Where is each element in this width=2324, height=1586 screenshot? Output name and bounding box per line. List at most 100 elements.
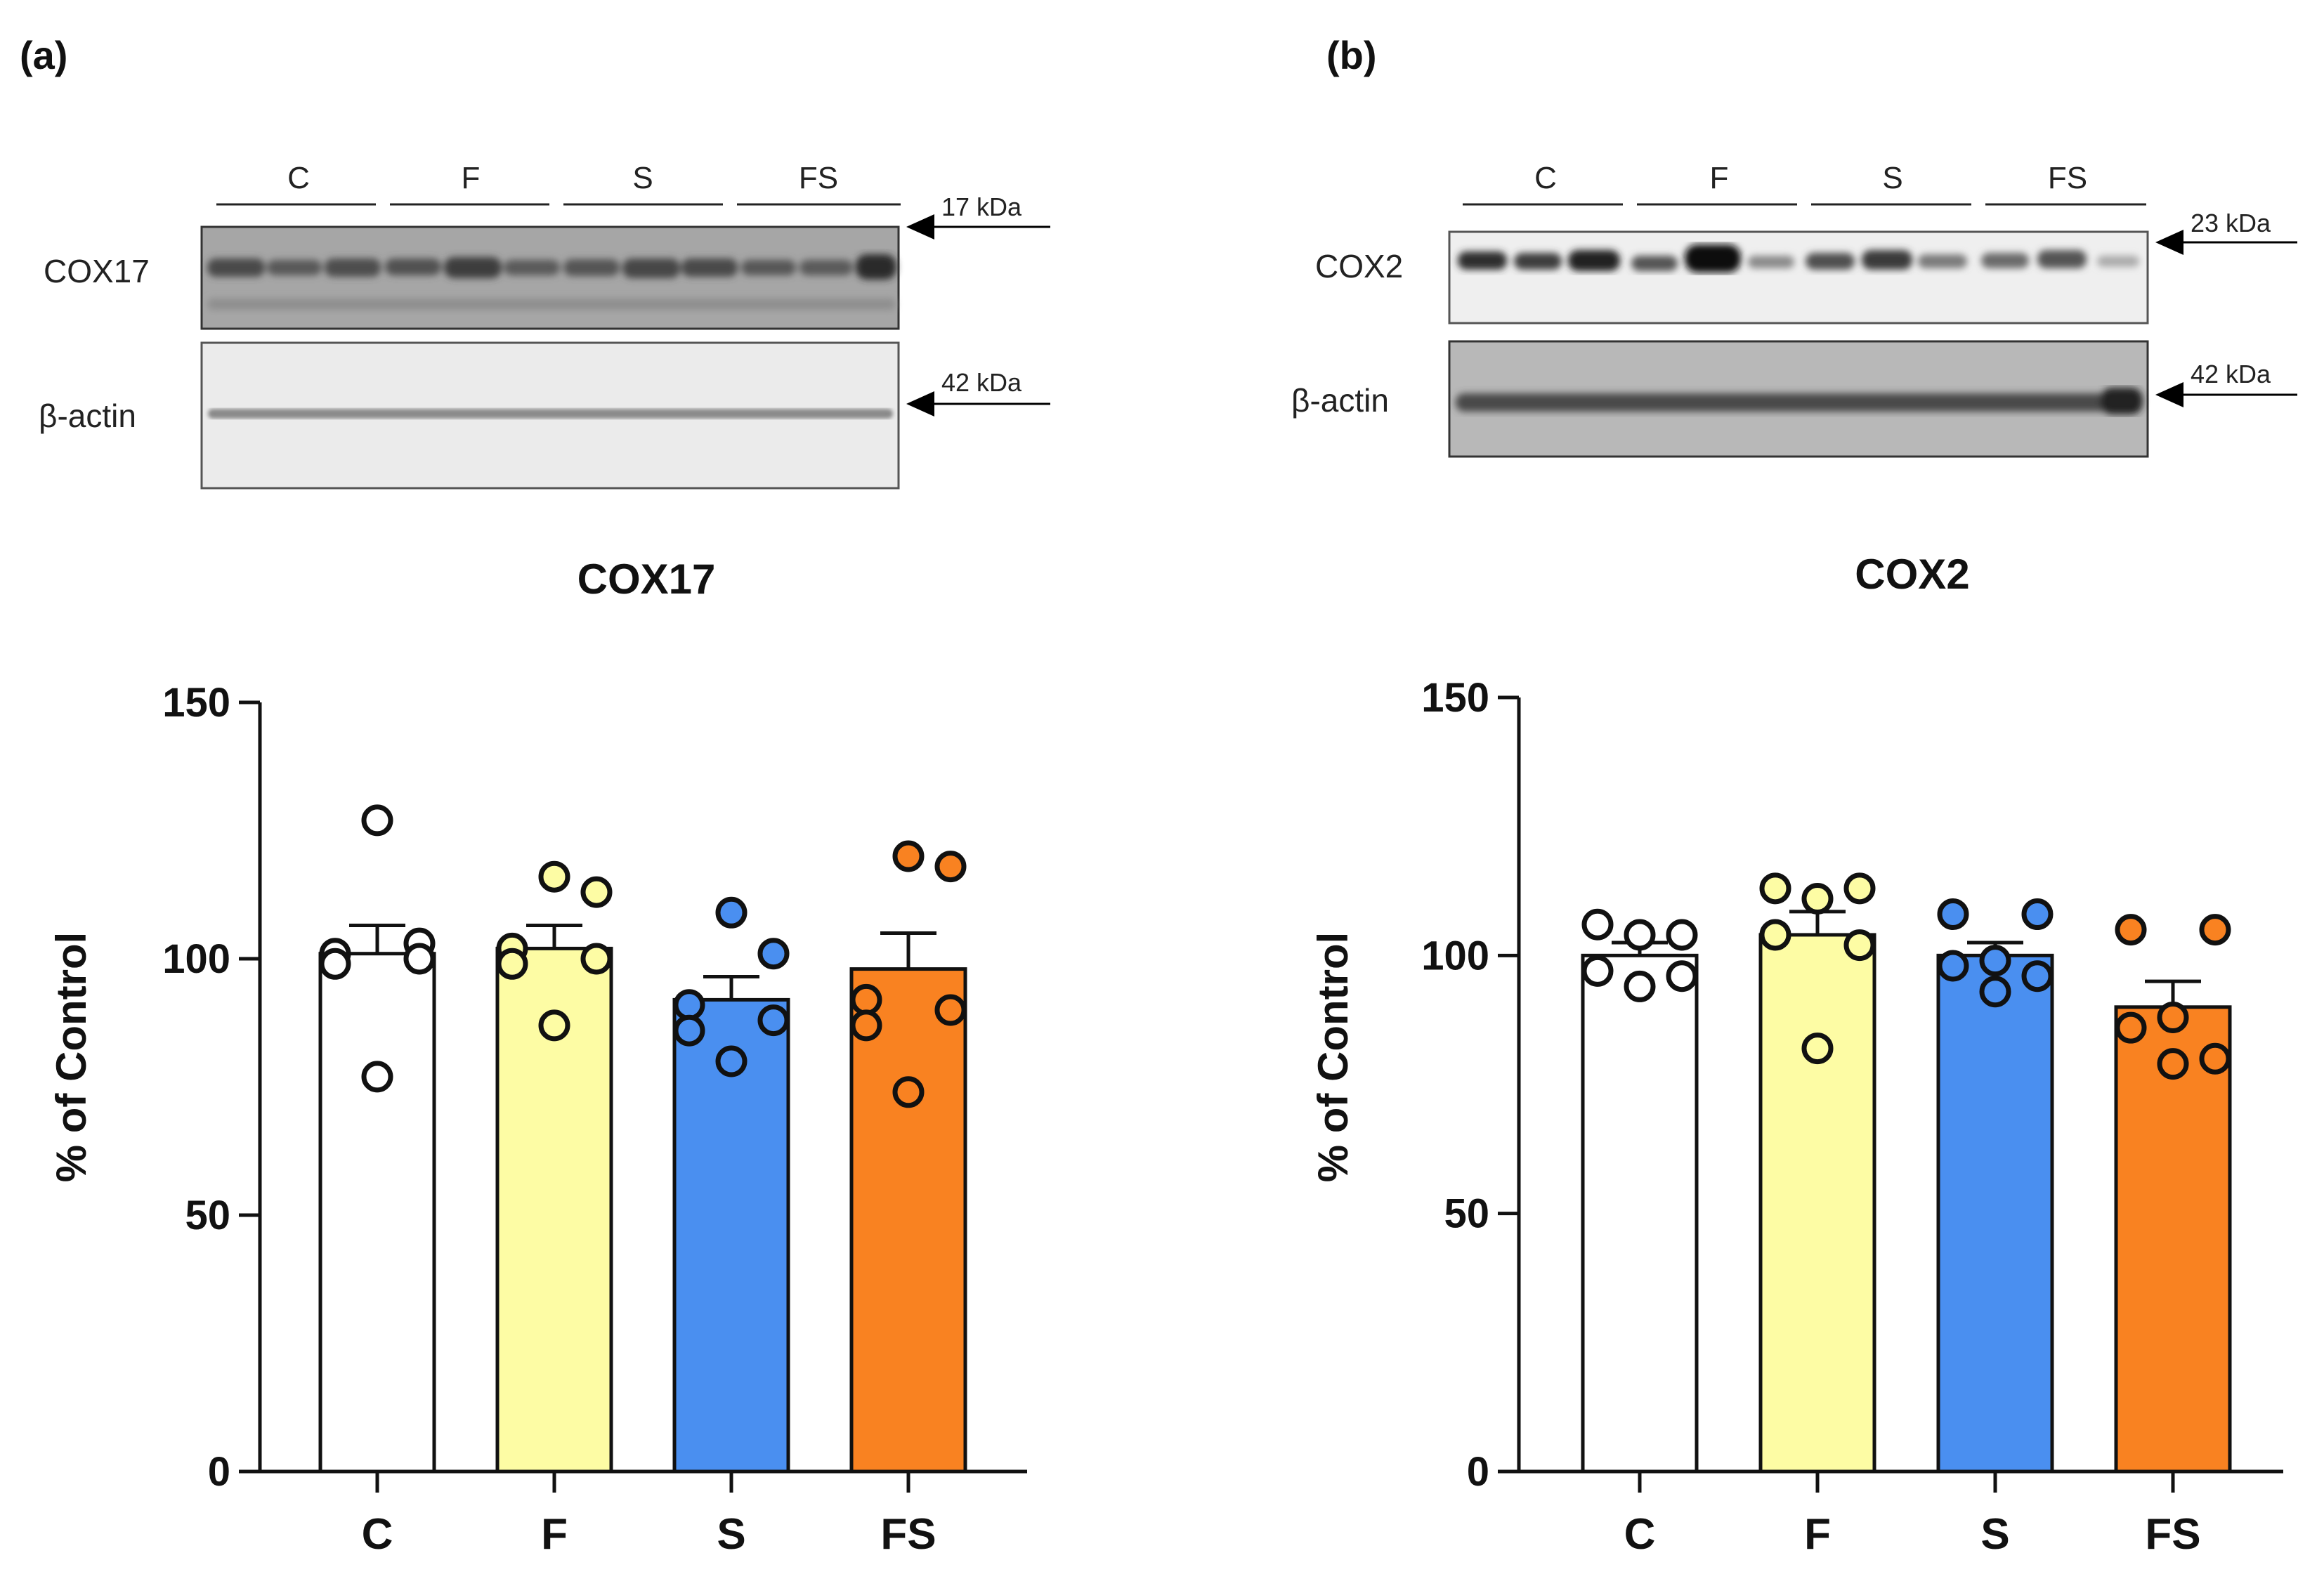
chart-a-point-fs-2: [934, 851, 967, 883]
panel-a-label: (a): [20, 33, 67, 77]
chart-b-point-fs-3: [2157, 1001, 2189, 1033]
blot-b-kda-actin: 42 kDa: [2191, 360, 2271, 388]
blot-b-bands-actin: [1456, 388, 2143, 414]
chart-b-ylabel: % of Control: [1310, 932, 1357, 1183]
chart-b-xtick-label-s: S: [1980, 1510, 2009, 1559]
chart-b-bar-f: [1758, 933, 1876, 1474]
chart-b-ytick-label-100: 100: [1421, 933, 1489, 978]
chart-b-bar-c: [1581, 953, 1699, 1474]
chart-b-xtick-label-f: F: [1804, 1510, 1831, 1559]
chart-a-point-c-6: [361, 1061, 393, 1093]
chart-b-point-c-1: [1581, 908, 1614, 941]
chart-b-point-f-5: [1843, 929, 1876, 962]
chart-a-point-f-6: [538, 1009, 570, 1042]
chart-b-point-fs-1: [2115, 914, 2147, 946]
chart-a-point-f-1: [538, 860, 570, 893]
blot-a-kda-cox17: 17 kDa: [941, 192, 1022, 221]
chart-a-ytick-label-0: 0: [208, 1449, 230, 1495]
blot-a-group-fs: FS: [799, 161, 838, 195]
blot-b-row-label-actin: β-actin: [1291, 382, 1389, 419]
chart-a-point-f-2: [580, 876, 613, 908]
blot-a-bands-cox17: [207, 254, 896, 310]
chart-b-point-f-3: [1801, 883, 1834, 915]
chart-a-point-fs-4: [934, 994, 967, 1026]
blot-a-group-c: C: [287, 161, 310, 195]
chart-b-point-fs-4: [2115, 1011, 2147, 1044]
chart-a-xtick-label-c: C: [362, 1510, 393, 1559]
chart-b-xtick-label-fs: FS: [2145, 1510, 2200, 1559]
chart-a-point-s-6: [715, 1045, 748, 1077]
blot-a-arrow-cox17: [906, 214, 1050, 240]
blot-a-arrow-actin: [906, 391, 1050, 417]
chart-a-title: COX17: [577, 556, 716, 603]
chart-b-xtick-label-c: C: [1624, 1510, 1656, 1559]
chart-a-ytick-label-100: 100: [162, 936, 230, 982]
chart-a-point-fs-1: [892, 840, 925, 872]
chart-b-point-c-2: [1666, 919, 1698, 951]
panel-b: (b) C F S FS: [1291, 33, 2297, 1559]
blot-b-row-label-cox2: COX2: [1315, 248, 1403, 284]
chart-a-point-fs-6: [892, 1076, 925, 1108]
chart-b-point-fs-5: [2199, 1042, 2231, 1075]
chart-a-point-c-1: [361, 804, 393, 837]
chart-a-ytick-label-50: 50: [185, 1193, 230, 1238]
blot-b-kda-cox2: 23 kDa: [2191, 209, 2271, 237]
chart-b-point-fs-2: [2199, 914, 2231, 946]
chart-a-point-fs-5: [850, 1009, 882, 1042]
blot-a-group-s: S: [632, 161, 653, 195]
chart-a-point-s-3: [673, 989, 705, 1021]
chart-a-point-s-4: [757, 1004, 790, 1037]
chart-b-point-f-1: [1759, 872, 1791, 905]
blot-b-group-f: F: [1710, 161, 1729, 195]
chart-a-point-s-2: [757, 938, 790, 970]
chart-b-ytick-label-150: 150: [1421, 675, 1489, 721]
chart-b-bar-fs: [2114, 1005, 2232, 1474]
chart-b-ytick-label-50: 50: [1444, 1191, 1489, 1237]
chart-b-point-fs-6: [2157, 1048, 2189, 1080]
chart-b-point-f-2: [1843, 872, 1876, 905]
chart-a-point-s-5: [673, 1014, 705, 1047]
blot-a-kda-actin: 42 kDa: [941, 368, 1022, 397]
chart-b-point-c-5: [1666, 960, 1698, 992]
chart-a-point-f-5: [496, 948, 528, 980]
panel-b-label: (b): [1326, 33, 1377, 77]
chart-a-point-fs-3: [850, 983, 882, 1016]
blot-b: C F S FS: [1291, 161, 2297, 458]
blot-b-group-fs: FS: [2048, 161, 2087, 195]
chart-a-bar-c: [318, 952, 436, 1474]
chart-b-point-s-2: [2021, 898, 2054, 931]
blot-a: C F S FS: [39, 161, 1050, 490]
chart-a-bar-fs: [849, 967, 967, 1474]
chart-b-point-s-4: [1937, 950, 1969, 982]
blot-a-row-label-cox17: COX17: [44, 253, 150, 289]
blot-b-arrow-cox2: [2155, 230, 2297, 255]
chart-a-ylabel: % of Control: [48, 932, 95, 1183]
blot-b-group-c: C: [1534, 161, 1557, 195]
chart-a-point-s-1: [715, 896, 748, 929]
chart-b-point-c-4: [1581, 955, 1614, 987]
blot-b-strip-cox2: [1448, 230, 2149, 325]
blot-a-row-label-actin: β-actin: [39, 398, 136, 434]
chart-b-ytick-label-0: 0: [1467, 1449, 1489, 1495]
chart-b-point-s-6: [1979, 976, 2011, 1008]
chart-b-point-f-6: [1801, 1033, 1834, 1065]
chart-b-point-f-4: [1759, 919, 1791, 951]
blot-a-group-labels: C F S FS: [287, 161, 838, 195]
blot-a-group-f: F: [462, 161, 481, 195]
chart-b-title: COX2: [1855, 551, 1969, 598]
blot-b-group-labels: C F S FS: [1534, 161, 2087, 195]
chart-a-bar-s: [672, 997, 790, 1474]
chart-b-point-c-3: [1624, 919, 1656, 951]
chart-b-point-s-3: [1979, 945, 2011, 977]
panel-a: (a) C F S FS: [20, 33, 1050, 1559]
chart-a-point-c-4: [403, 943, 436, 975]
chart-a-xtick-label-fs: FS: [880, 1510, 936, 1559]
blot-a-bands-actin: [208, 409, 893, 419]
blot-b-group-s: S: [1882, 161, 1902, 195]
chart-b-bar-s: [1936, 953, 2054, 1474]
chart-a-xtick-label-s: S: [717, 1510, 745, 1559]
chart-a-xtick-label-f: F: [541, 1510, 568, 1559]
